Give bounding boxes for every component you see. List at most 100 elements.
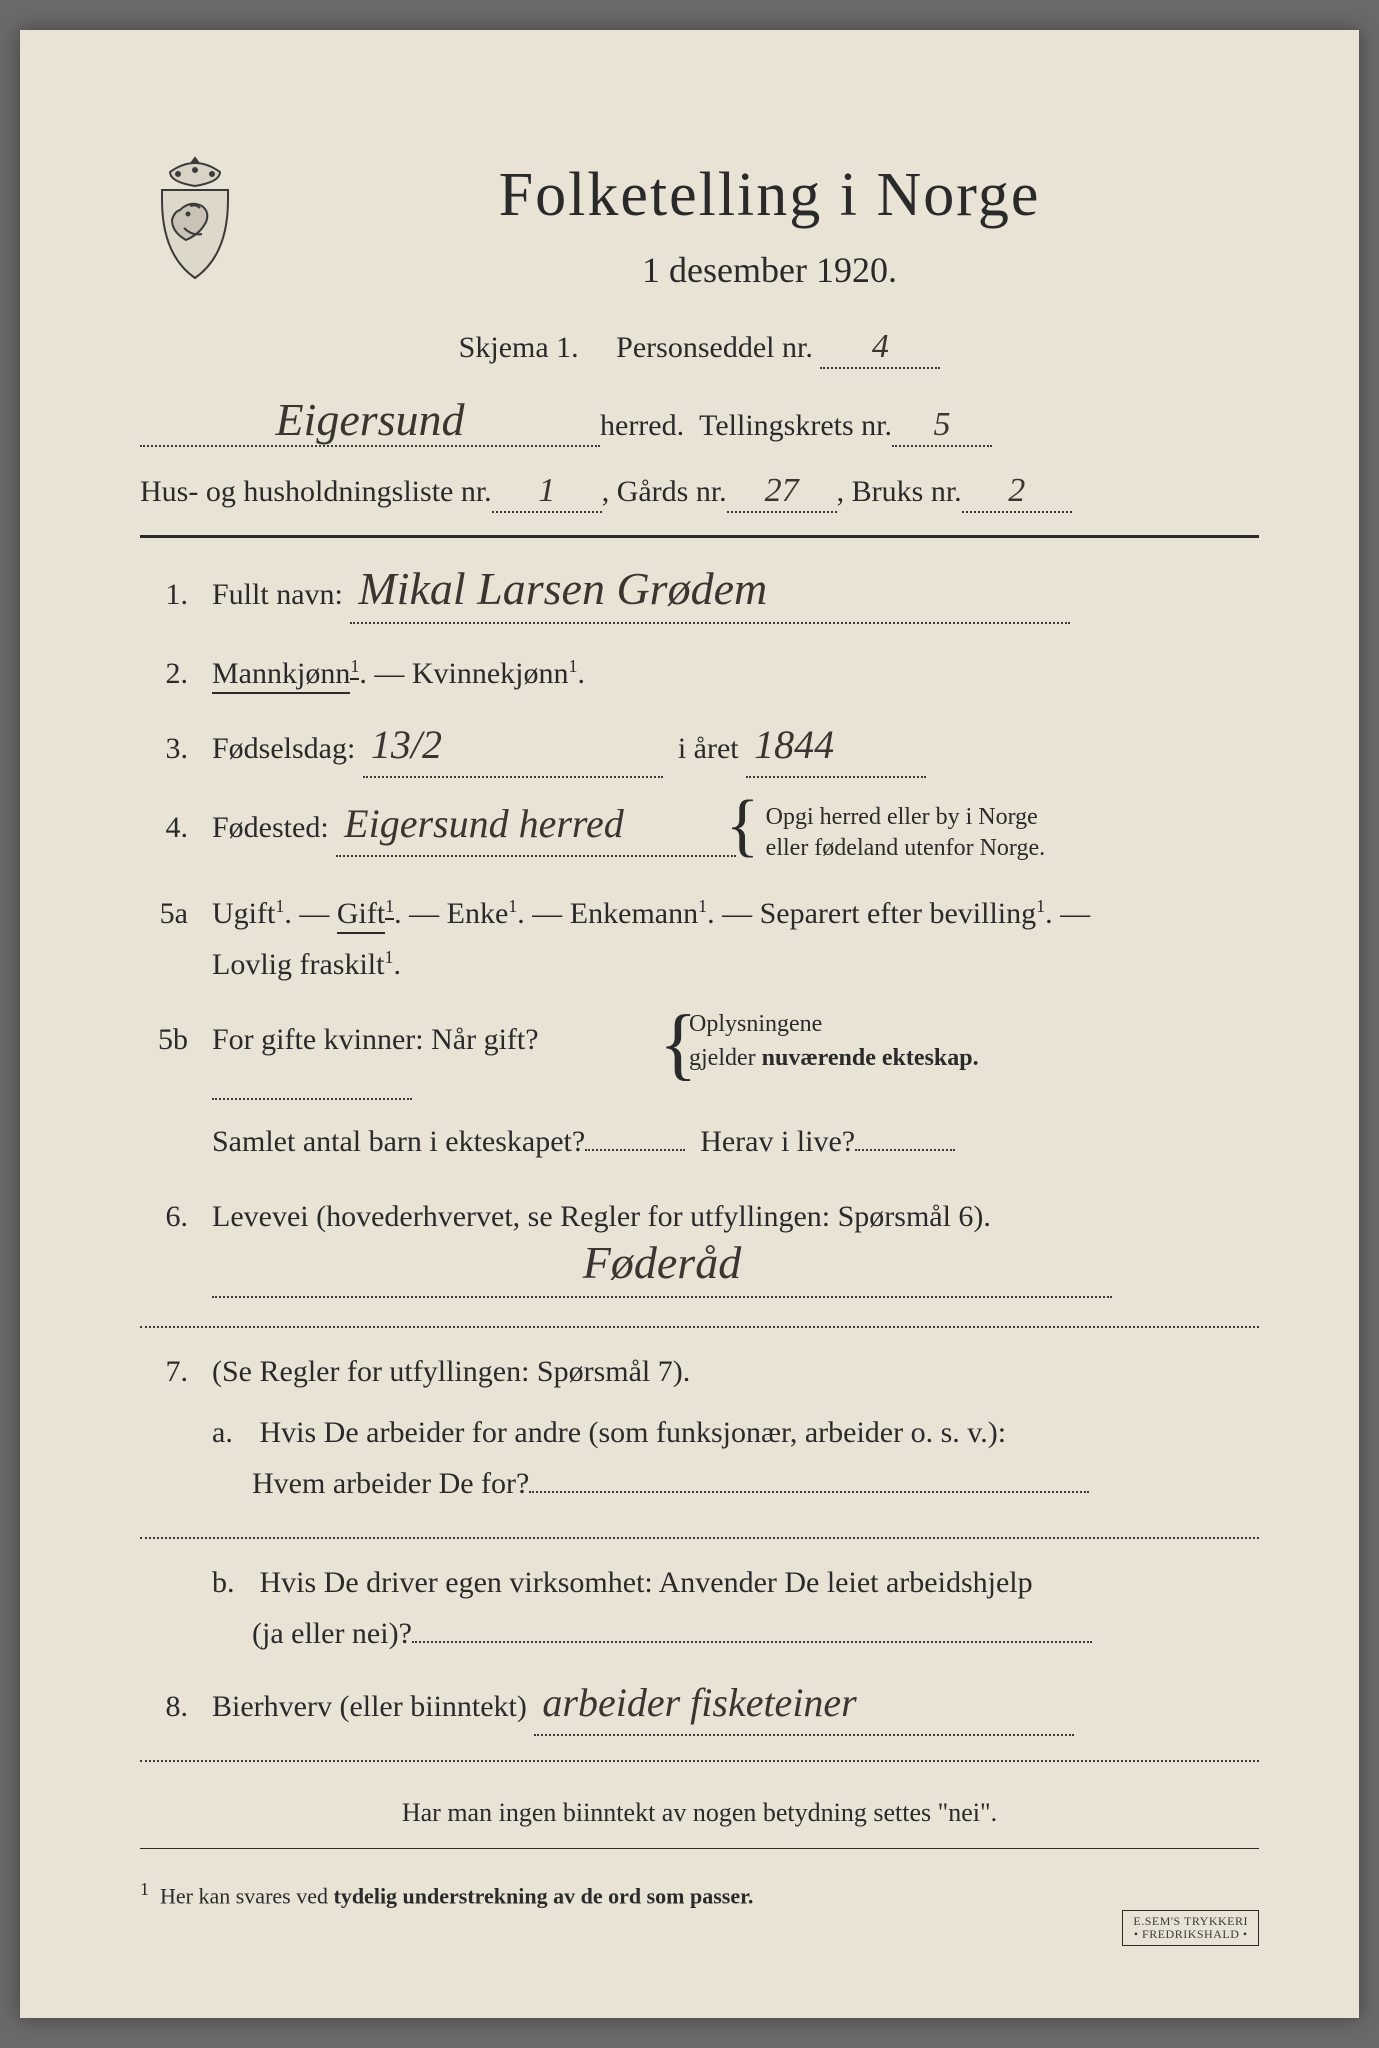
- herred-label: herred.: [600, 409, 684, 443]
- personseddel-nr-field: 4: [820, 331, 940, 369]
- q2-mann: Mannkjønn: [212, 657, 350, 694]
- dotted-divider-1: [140, 1326, 1259, 1328]
- brace-icon: {: [659, 1008, 697, 1080]
- bruks-nr-field: 2: [962, 475, 1072, 513]
- header-row: Folketelling i Norge 1 desember 1920.: [140, 150, 1259, 291]
- q7a: a. Hvis De arbeider for andre (som funks…: [212, 1407, 1259, 1509]
- q5a-num: 5a: [140, 897, 198, 931]
- herred-line: Eigersund herred. Tellingskrets nr. 5: [140, 399, 1259, 447]
- q2-period: .: [577, 657, 585, 690]
- q4-num: 4.: [140, 811, 198, 845]
- q7a-l2: Hvem arbeider De for?: [252, 1467, 529, 1500]
- hus-line: Hus- og husholdningsliste nr. 1 , Gårds …: [140, 475, 1259, 513]
- q7b-field: [412, 1639, 1092, 1643]
- q2-sep: —: [374, 657, 412, 690]
- hus-nr: 1: [538, 472, 555, 509]
- q1-num: 1.: [140, 578, 198, 612]
- q1-value: Mikal Larsen Grødem: [358, 563, 767, 614]
- coat-of-arms-icon: [140, 150, 250, 290]
- main-title: Folketelling i Norge: [280, 160, 1259, 231]
- dotted-divider-3: [140, 1760, 1259, 1762]
- footnote: 1 Her kan svares ved tydelig understrekn…: [140, 1879, 1259, 1909]
- q7-row: 7. (Se Regler for utfyllingen: Spørsmål …: [140, 1346, 1259, 1397]
- divider-bottom: [140, 1848, 1259, 1849]
- q6-field: Føderåd: [212, 1242, 1112, 1298]
- q5b-gift-field: [212, 1096, 412, 1100]
- personseddel-label: Personseddel nr.: [616, 331, 813, 364]
- q8-num: 8.: [140, 1690, 198, 1724]
- skjema-label: Skjema 1.: [459, 331, 579, 364]
- gards-nr: 27: [765, 472, 799, 509]
- q5b-note-l2: gjelder: [689, 1045, 762, 1071]
- q7a-label: a.: [212, 1407, 252, 1458]
- q5b-note-l1: Oplysningene: [689, 1011, 822, 1037]
- q7b-label: b.: [212, 1557, 252, 1608]
- q5b-note: { Oplysningene gjelder nuværende ekteska…: [659, 1008, 979, 1075]
- tellingskrets-nr: 5: [934, 406, 951, 443]
- divider-top: [140, 535, 1259, 538]
- q1-label: Fullt navn:: [212, 578, 343, 611]
- herred-field: Eigersund: [140, 399, 600, 447]
- q2-kvinne: Kvinnekjønn: [412, 657, 569, 690]
- q7b-l2: (ja eller nei)?: [252, 1617, 412, 1650]
- q5a-gift: Gift: [337, 897, 385, 934]
- q4-note-l2: eller fødeland utenfor Norge.: [766, 835, 1045, 861]
- q6-label: Levevei (hovederhvervet, se Regler for u…: [212, 1200, 991, 1233]
- q3-year-field: 1844: [746, 723, 926, 778]
- q5b-l2a: Samlet antal barn i ekteskapet?: [212, 1125, 585, 1158]
- hus-label: Hus- og husholdningsliste nr.: [140, 475, 492, 509]
- herred-name: Eigersund: [275, 394, 464, 445]
- q8-row: 8. Bierhverv (eller biinntekt) arbeider …: [140, 1681, 1259, 1736]
- q5a-separert: Separert efter bevilling: [760, 897, 1037, 930]
- q5b-row: 5b { Oplysningene gjelder nuværende ekte…: [140, 1014, 1259, 1167]
- q7-num: 7.: [140, 1355, 198, 1389]
- stamp-l2: • FREDRIKSHALD •: [1134, 1927, 1248, 1941]
- tellingskrets-field: 5: [892, 409, 992, 447]
- q5b-live-field: [855, 1147, 955, 1151]
- q5a-enke: Enke: [447, 897, 509, 930]
- q3-num: 3.: [140, 732, 198, 766]
- q7-label: (Se Regler for utfyllingen: Spørsmål 7).: [212, 1355, 690, 1388]
- q3-row: 3. Fødselsdag: 13/2 i året 1844: [140, 723, 1259, 778]
- dotted-divider-2: [140, 1537, 1259, 1539]
- stamp-l1: E.SEM'S TRYKKERI: [1133, 1914, 1248, 1928]
- q3-day-field: 13/2: [363, 723, 663, 778]
- printer-stamp: E.SEM'S TRYKKERI • FREDRIKSHALD •: [1122, 1910, 1259, 1946]
- q1-field: Mikal Larsen Grødem: [350, 568, 1070, 624]
- q5a-enkemann: Enkemann: [570, 897, 698, 930]
- q7a-field: [529, 1489, 1089, 1493]
- q7b-l1: Hvis De driver egen virksomhet: Anvender…: [260, 1566, 1033, 1599]
- q5b-l1: For gifte kvinner: Når gift?: [212, 1023, 539, 1056]
- q5a-ugift: Ugift: [212, 897, 275, 930]
- gards-label: , Gårds nr.: [602, 475, 727, 509]
- q2-mann-sup: 1: [350, 656, 359, 680]
- tellingskrets-label: Tellingskrets nr.: [699, 409, 892, 443]
- form-meta-line: Skjema 1. Personseddel nr. 4: [140, 331, 1259, 369]
- q3-label: Fødselsdag:: [212, 732, 355, 765]
- q3-day: 13/2: [371, 722, 442, 767]
- q4-note: { Opgi herred eller by i Norge eller fød…: [744, 802, 1045, 864]
- q3-year: 1844: [754, 722, 834, 767]
- q5b-num: 5b: [140, 1023, 198, 1057]
- q4-label: Fødested:: [212, 811, 329, 844]
- q4-value: Eigersund herred: [344, 801, 624, 846]
- q4-note-l1: Opgi herred eller by i Norge: [766, 804, 1038, 830]
- census-form-page: Folketelling i Norge 1 desember 1920. Sk…: [20, 30, 1359, 2018]
- title-block: Folketelling i Norge 1 desember 1920.: [280, 150, 1259, 291]
- gards-nr-field: 27: [727, 475, 837, 513]
- bruks-nr: 2: [1008, 472, 1025, 509]
- hus-nr-field: 1: [492, 475, 602, 513]
- q3-year-label: i året: [678, 732, 739, 765]
- q5b-barn-field: [585, 1147, 685, 1151]
- brace-icon: {: [726, 796, 760, 856]
- q2-row: 2. Mannkjønn1. — Kvinnekjønn1.: [140, 648, 1259, 699]
- q5b-l2b: Herav i live?: [700, 1125, 855, 1158]
- q7a-l1: Hvis De arbeider for andre (som funksjon…: [260, 1416, 1007, 1449]
- q4-field: Eigersund herred: [336, 802, 736, 857]
- q6-value: Føderåd: [583, 1237, 741, 1288]
- q7b: b. Hvis De driver egen virksomhet: Anven…: [212, 1557, 1259, 1659]
- footnote-num: 1: [140, 1879, 149, 1899]
- q8-field: arbeider fisketeiner: [534, 1681, 1074, 1736]
- q5a-lovlig: Lovlig fraskilt: [212, 948, 384, 981]
- q8-label: Bierhverv (eller biinntekt): [212, 1690, 527, 1723]
